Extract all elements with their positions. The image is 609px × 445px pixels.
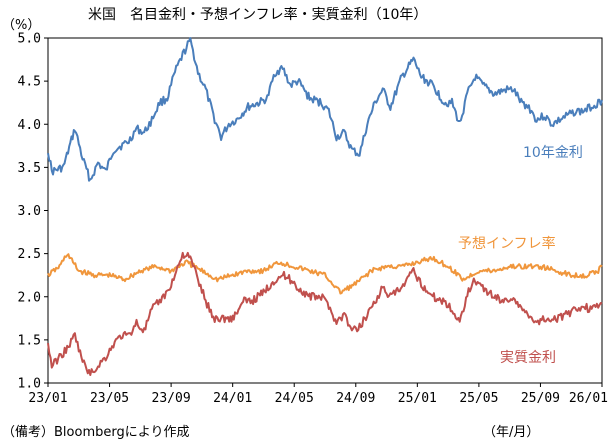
x-tick-label: 23/05 [90,391,129,406]
y-axis-unit: （%） [2,18,41,33]
plot-frame [47,37,603,384]
y-tick-label: 2.0 [18,290,41,305]
x-tick-label: 24/09 [336,391,375,406]
x-tick-label: 25/01 [398,391,437,406]
x-tick-label: 25/05 [459,391,498,406]
y-tick-label: 4.0 [18,118,41,133]
series-label: 実質金利 [500,350,556,366]
y-tick-label: 1.5 [18,333,41,348]
y-tick-label: 3.0 [18,204,41,219]
series-label: 10年金利 [523,145,583,161]
x-tick-label: 26/01 [569,391,608,406]
x-tick-label: 24/05 [275,391,314,406]
series-line [47,253,603,295]
series-line [47,251,603,376]
x-tick-label: 25/09 [521,391,560,406]
y-tick-label: 4.5 [18,75,41,90]
x-axis-unit: （年/月） [483,425,540,440]
series-label: 予想インフレ率 [458,235,556,252]
y-tick-label: 1.0 [18,377,41,392]
chart-title: 米国 名目金利・予想インフレ率・実質金利（10年） [88,7,428,23]
x-tick-label: 24/01 [213,391,252,406]
x-tick-label: 23/09 [152,391,191,406]
series-line [47,37,603,182]
y-tick-label: 5.0 [18,32,41,47]
source-footnote: （備考）Bloombergにより作成 [2,425,190,440]
y-tick-label: 2.5 [18,247,41,262]
y-tick-label: 3.5 [18,161,41,176]
x-tick-label: 23/01 [28,391,67,406]
